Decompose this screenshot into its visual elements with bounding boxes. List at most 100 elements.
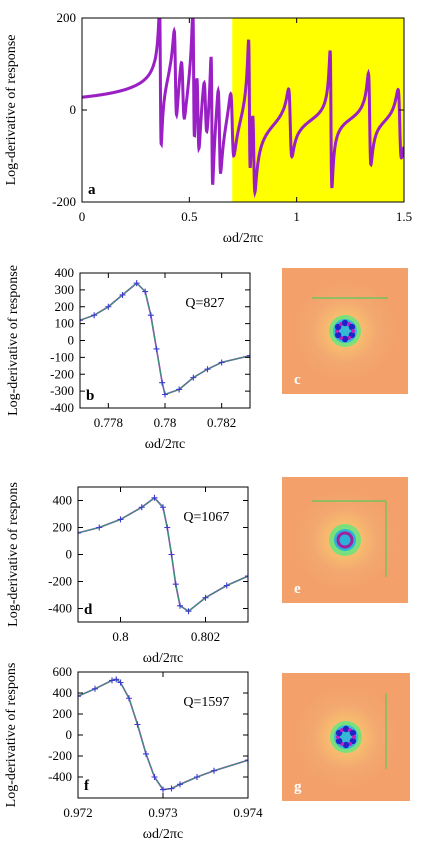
x-tick-label: 1 xyxy=(293,209,300,224)
data-point xyxy=(211,767,217,774)
x-axis-label: ωd/2πc xyxy=(143,827,183,842)
plot-area xyxy=(82,18,404,199)
plot-frame xyxy=(79,272,251,409)
x-axis-label: ωd/2πc xyxy=(143,651,183,666)
data-point xyxy=(202,594,209,601)
data-point xyxy=(117,516,124,523)
data-point xyxy=(105,303,112,310)
data-point xyxy=(168,785,175,792)
field-map-c: c xyxy=(282,268,408,394)
map-label: c xyxy=(294,372,301,388)
response-curve xyxy=(82,18,404,199)
panel-label: a xyxy=(88,182,96,198)
x-tick-label: 0.78 xyxy=(154,415,177,430)
field-core xyxy=(342,537,348,543)
x-tick-label: 0.974 xyxy=(233,805,263,820)
y-tick-label: 400 xyxy=(55,265,75,280)
field-ring xyxy=(336,531,354,549)
y-tick-label: -200 xyxy=(50,366,74,381)
field-dot xyxy=(349,729,357,737)
data-point xyxy=(194,774,200,780)
field-dot xyxy=(342,725,350,733)
y-tick-label: -400 xyxy=(48,601,72,616)
data-point xyxy=(126,695,132,702)
data-point xyxy=(91,312,98,319)
x-tick-label: 0.972 xyxy=(63,805,92,820)
y-axis-label: Log-derivative of respons xyxy=(6,482,21,627)
data-point xyxy=(78,693,81,700)
data-point xyxy=(151,494,158,501)
data-point xyxy=(168,551,175,558)
x-tick-label: 0.973 xyxy=(148,805,177,820)
data-point xyxy=(245,757,248,764)
panel-label: d xyxy=(84,602,93,618)
field-dot xyxy=(334,331,342,339)
x-axis-label: ωd/2πc xyxy=(223,231,263,246)
field-dot xyxy=(348,323,356,331)
data-point xyxy=(177,781,183,788)
y-tick-label: 0 xyxy=(68,333,75,348)
fit-line xyxy=(80,282,250,396)
field-dot xyxy=(351,329,355,333)
plot-area xyxy=(78,676,248,793)
highlight-region xyxy=(232,18,404,202)
fit-line xyxy=(78,497,248,612)
y-tick-label: 0 xyxy=(70,102,77,117)
field-dot xyxy=(341,319,349,327)
data-point xyxy=(78,529,81,536)
y-tick-label: -200 xyxy=(48,748,72,763)
y-tick-label: -400 xyxy=(50,400,74,415)
field-dot xyxy=(335,737,343,745)
data-point xyxy=(153,345,160,352)
data-point xyxy=(143,750,149,757)
q-annotation: Q=1067 xyxy=(183,510,229,525)
data-point xyxy=(162,391,168,398)
q-annotation: Q=1597 xyxy=(183,695,229,710)
data-point xyxy=(80,317,83,324)
data-point xyxy=(164,524,171,531)
plot-area xyxy=(80,280,250,398)
field-dot xyxy=(341,335,349,343)
x-tick-label: 0.782 xyxy=(207,415,236,430)
x-tick-label: 0.8 xyxy=(112,629,128,644)
y-axis-label: Log-derivative of respons xyxy=(4,663,19,808)
map-label: g xyxy=(294,779,302,795)
data-point xyxy=(119,291,126,298)
y-tick-label: 0 xyxy=(66,727,73,742)
field-dot xyxy=(352,735,356,739)
y-tick-label: 200 xyxy=(55,299,75,314)
data-point xyxy=(185,608,192,615)
data-point xyxy=(133,280,140,287)
y-tick-label: 600 xyxy=(53,664,73,679)
data-point xyxy=(247,352,250,359)
data-point xyxy=(109,677,115,684)
data-point xyxy=(134,721,141,728)
y-tick-label: -100 xyxy=(50,349,74,364)
data-curve xyxy=(80,282,250,396)
y-tick-label: -200 xyxy=(52,194,76,209)
data-point xyxy=(159,379,166,386)
x-tick-label: 0.778 xyxy=(94,415,123,430)
data-point xyxy=(204,366,211,373)
y-tick-label: 200 xyxy=(53,706,73,721)
map-label: e xyxy=(294,581,301,597)
x-tick-label: 0.5 xyxy=(181,209,197,224)
plot-area xyxy=(78,494,248,615)
data-point xyxy=(160,786,166,793)
panel-label: b xyxy=(86,388,94,404)
y-tick-label: 200 xyxy=(53,520,73,535)
data-point xyxy=(117,679,124,686)
y-tick-label: 200 xyxy=(57,10,77,25)
data-point xyxy=(113,676,120,683)
x-tick-label: 1.5 xyxy=(396,209,412,224)
field-map-e: e xyxy=(282,477,408,603)
field-dot xyxy=(342,741,350,749)
data-point xyxy=(147,312,154,319)
y-tick-label: -300 xyxy=(50,383,74,398)
y-tick-label: -400 xyxy=(48,769,72,784)
q-annotation: Q=827 xyxy=(185,296,224,311)
x-tick-label: 0 xyxy=(79,209,86,224)
panel-f: -400 -200 0 200 400 600 0.972 0.973 0.974 ωd/2πc L… xyxy=(4,663,263,842)
